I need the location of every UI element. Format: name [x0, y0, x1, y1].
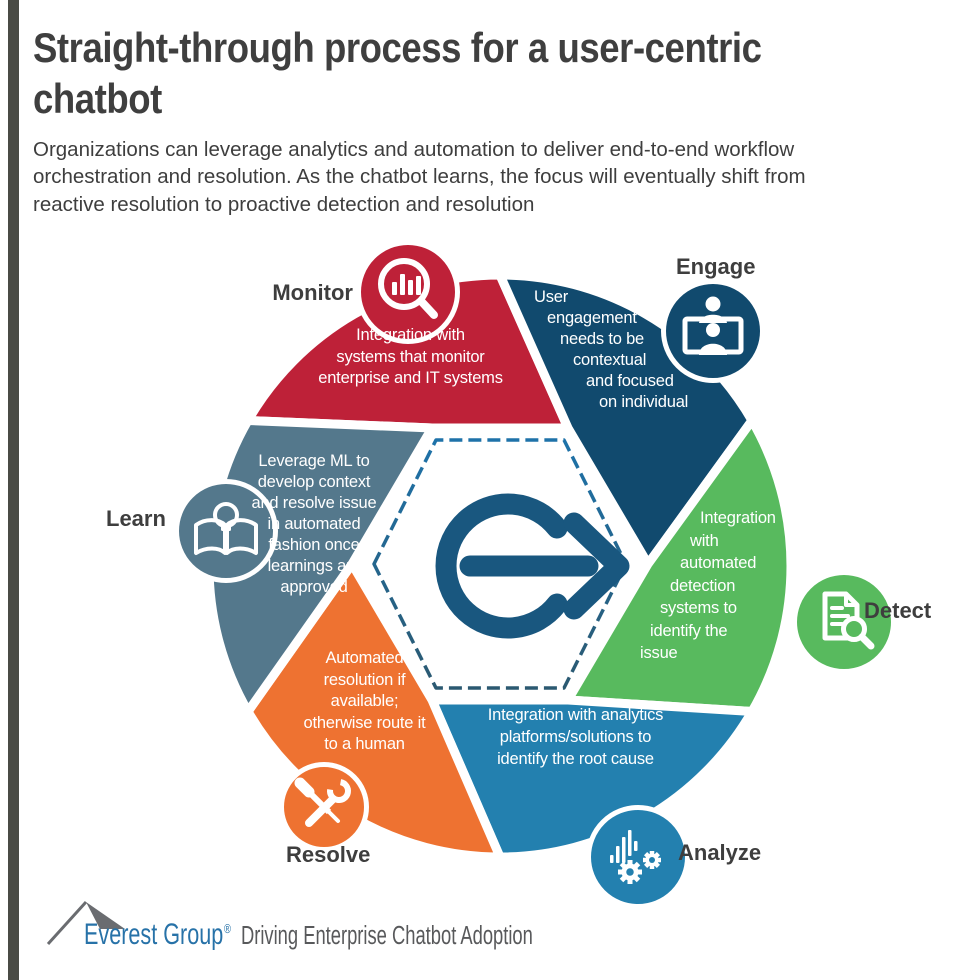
document-magnifier-icon [822, 591, 875, 650]
left-accent-bar [8, 0, 19, 980]
segment-monitor [243, 270, 573, 433]
book-lightbulb-icon [194, 502, 258, 555]
people-screen-icon [682, 296, 744, 355]
page-title: Straight-through process for a user-cent… [33, 24, 762, 123]
analyze-icon-badge [586, 805, 690, 909]
resolve-icon-badge [279, 762, 369, 852]
monitor-label: Monitor [272, 280, 353, 305]
crossed-tools-icon [294, 777, 351, 827]
resolve-description: Automated resolution if available; otherwis… [303, 649, 426, 753]
brand-footer: Everest Group ® Driving Enterprise Chatb… [0, 892, 976, 962]
detect-description: Integration with automated detection systems… [640, 509, 776, 662]
learn-icon-badge [174, 479, 278, 583]
chart-gears-icon [610, 830, 661, 884]
process-arrow-icon [435, 493, 630, 639]
resolve-label: Resolve [286, 842, 371, 867]
mountain-logo-icon [46, 900, 125, 946]
analyze-description: Integration with analytics platforms/solu… [487, 706, 664, 768]
detect-label: Detect [864, 598, 932, 623]
registered-mark: ® [223, 921, 231, 936]
brand-tagline: Driving Enterprise Chatbot Adoption [240, 922, 533, 950]
engage-icon-badge [661, 279, 765, 383]
brand-line: Everest Group ® Driving Enterprise Chatb… [84, 918, 533, 952]
brand-name: Everest Group [84, 918, 224, 951]
analyze-label: Analyze [678, 840, 762, 865]
bar-chart-magnifier-icon [378, 258, 438, 319]
engage-description: User engagement needs to be contextual and f… [534, 288, 689, 411]
detect-icon-badge [792, 570, 896, 674]
page-subtitle: Organizations can leverage analytics and… [33, 138, 806, 216]
learn-label: Learn [106, 506, 166, 531]
monitor-description: Integration with systems that monitor ente… [318, 326, 503, 387]
learn-description: Leverage ML to develop context and resolve… [251, 452, 377, 596]
engage-label: Engage [676, 254, 756, 279]
monitor-icon-badge [356, 240, 460, 344]
segment-detect [563, 416, 796, 716]
